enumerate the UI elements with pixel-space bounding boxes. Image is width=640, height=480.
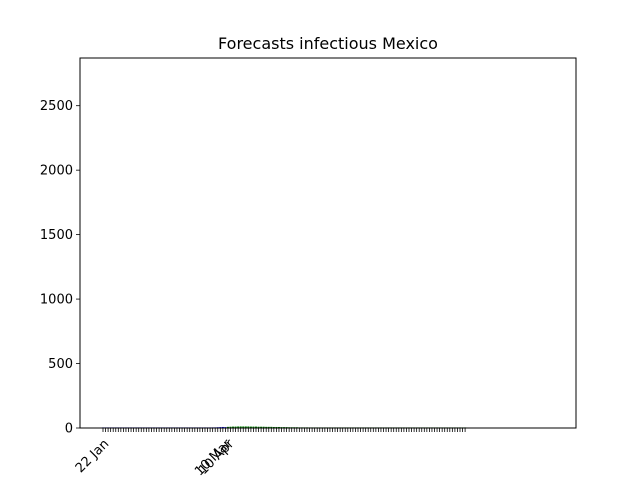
- bar-series-2-56: [244, 426, 247, 428]
- plot-frame: [79, 57, 577, 429]
- bar-series-2-69: [277, 426, 280, 428]
- chart-title: Forecasts infectious Mexico: [218, 34, 438, 53]
- bar-series-2-67: [272, 426, 275, 428]
- bar-series-2-63: [262, 426, 265, 428]
- y-tick-label-5: 2500: [40, 99, 73, 114]
- bar-series-2-58: [249, 426, 252, 428]
- bar-series-2-53: [237, 426, 240, 428]
- bar-series-2-61: [257, 426, 260, 428]
- y-tick-label-3: 1500: [40, 228, 73, 243]
- bar-series-2-51: [232, 426, 235, 428]
- bar-series-2-50: [229, 426, 232, 428]
- bar-series-2-57: [247, 426, 250, 428]
- bar-series-2-68: [275, 426, 278, 428]
- y-tick-label-0: 0: [65, 422, 73, 437]
- bar-series-2-60: [255, 426, 257, 428]
- bar-series-2-64: [265, 426, 268, 428]
- bar-series-2-65: [267, 426, 270, 428]
- bar-series-2-55: [242, 426, 245, 428]
- bar-series-2-66: [270, 426, 273, 428]
- y-axis: 0 500 1000 1500 2000 2500: [40, 99, 80, 437]
- x-tick-label-0: 22 Jan: [73, 437, 112, 476]
- bar-series-1-47: [221, 426, 224, 428]
- bar-series-2-62: [260, 426, 263, 428]
- bar-series-2-59: [252, 426, 255, 428]
- y-tick-label-1: 500: [48, 357, 73, 372]
- bar-series-2-49: [226, 426, 229, 428]
- bar-series-2-52: [234, 426, 237, 428]
- x-axis-ticks: [102, 428, 466, 432]
- y-tick-label-2: 1000: [40, 293, 73, 308]
- y-tick-label-4: 2000: [40, 164, 73, 179]
- bar-series-2-54: [239, 426, 242, 428]
